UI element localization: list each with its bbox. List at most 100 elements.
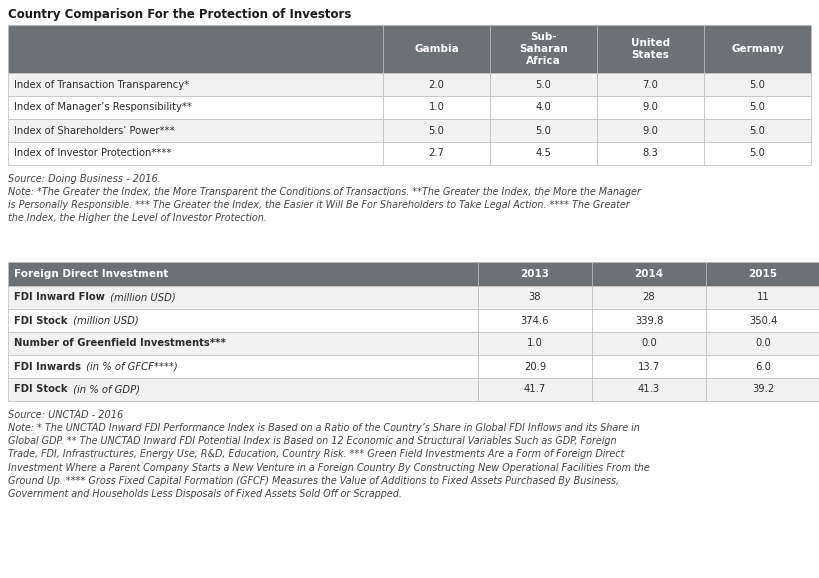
Text: United
States: United States — [631, 38, 670, 60]
Bar — [8, 309, 478, 332]
Text: Index of Investor Protection****: Index of Investor Protection**** — [14, 149, 171, 158]
Bar — [8, 286, 478, 309]
Bar — [704, 73, 811, 96]
Bar — [8, 25, 383, 73]
Text: 9.0: 9.0 — [643, 102, 658, 113]
Bar — [706, 286, 819, 309]
Text: 11: 11 — [757, 292, 769, 302]
Bar — [597, 73, 704, 96]
Bar — [490, 119, 597, 142]
Text: (in % of GDP): (in % of GDP) — [70, 384, 139, 395]
Text: 4.0: 4.0 — [536, 102, 551, 113]
Text: 2.0: 2.0 — [428, 80, 445, 90]
Text: 4.5: 4.5 — [536, 149, 551, 158]
Text: Number of Greenfield Investments***: Number of Greenfield Investments*** — [14, 339, 226, 349]
Bar — [490, 25, 597, 73]
Text: Sub-
Saharan
Africa: Sub- Saharan Africa — [519, 32, 568, 66]
Text: 1.0: 1.0 — [527, 339, 543, 349]
Bar — [704, 119, 811, 142]
Text: 2.7: 2.7 — [428, 149, 445, 158]
Bar — [597, 25, 704, 73]
Bar — [704, 96, 811, 119]
Text: Source: UNCTAD - 2016: Source: UNCTAD - 2016 — [8, 410, 123, 420]
Text: 5.0: 5.0 — [428, 125, 445, 135]
Text: FDI Inward Flow: FDI Inward Flow — [14, 292, 105, 302]
Text: 41.3: 41.3 — [638, 384, 660, 395]
Text: 28: 28 — [643, 292, 655, 302]
Text: 5.0: 5.0 — [749, 102, 766, 113]
Bar — [8, 73, 383, 96]
Text: 374.6: 374.6 — [521, 316, 550, 325]
Bar — [597, 119, 704, 142]
Bar — [490, 96, 597, 119]
Bar — [478, 332, 592, 355]
Text: 1.0: 1.0 — [428, 102, 445, 113]
Bar — [592, 355, 706, 378]
Bar — [478, 378, 592, 401]
Text: 9.0: 9.0 — [643, 125, 658, 135]
Text: 41.7: 41.7 — [524, 384, 546, 395]
Text: Foreign Direct Investment: Foreign Direct Investment — [14, 269, 169, 279]
Text: 339.8: 339.8 — [635, 316, 663, 325]
Bar — [597, 142, 704, 165]
Text: Index of Manager’s Responsibility**: Index of Manager’s Responsibility** — [14, 102, 192, 113]
Bar — [704, 25, 811, 73]
Bar — [478, 309, 592, 332]
Bar — [592, 332, 706, 355]
Bar — [8, 378, 478, 401]
Bar — [478, 286, 592, 309]
Text: FDI Stock: FDI Stock — [14, 384, 67, 395]
Text: 5.0: 5.0 — [749, 149, 766, 158]
Bar — [706, 355, 819, 378]
Bar — [592, 378, 706, 401]
Bar — [8, 332, 478, 355]
Text: 5.0: 5.0 — [749, 80, 766, 90]
Text: 20.9: 20.9 — [524, 361, 546, 372]
Bar — [8, 96, 383, 119]
Bar — [592, 286, 706, 309]
Text: 0.0: 0.0 — [641, 339, 657, 349]
Text: 0.0: 0.0 — [755, 339, 771, 349]
Text: 7.0: 7.0 — [643, 80, 658, 90]
Bar — [706, 262, 819, 286]
Bar — [383, 25, 490, 73]
Bar — [490, 142, 597, 165]
Text: Country Comparison For the Protection of Investors: Country Comparison For the Protection of… — [8, 8, 351, 21]
Text: (million USD): (million USD) — [106, 292, 175, 302]
Bar — [383, 142, 490, 165]
Text: (million USD): (million USD) — [70, 316, 138, 325]
Bar — [704, 142, 811, 165]
Text: 2015: 2015 — [749, 269, 777, 279]
Bar — [706, 378, 819, 401]
Bar — [592, 262, 706, 286]
Bar — [8, 119, 383, 142]
Text: 39.2: 39.2 — [752, 384, 774, 395]
Bar — [706, 332, 819, 355]
Text: 8.3: 8.3 — [643, 149, 658, 158]
Bar — [383, 73, 490, 96]
Bar — [8, 355, 478, 378]
Bar — [383, 96, 490, 119]
Text: 2013: 2013 — [521, 269, 550, 279]
Text: Note: * The UNCTAD Inward FDI Performance Index is Based on a Ratio of the Count: Note: * The UNCTAD Inward FDI Performanc… — [8, 423, 649, 499]
Text: (in % of GFCF****): (in % of GFCF****) — [83, 361, 178, 372]
Bar — [478, 262, 592, 286]
Text: Source: Doing Business - 2016.: Source: Doing Business - 2016. — [8, 174, 161, 184]
Bar — [706, 309, 819, 332]
Text: Gambia: Gambia — [414, 44, 459, 54]
Text: 6.0: 6.0 — [755, 361, 771, 372]
Text: FDI Stock: FDI Stock — [14, 316, 67, 325]
Text: FDI Inwards: FDI Inwards — [14, 361, 81, 372]
Text: Index of Transaction Transparency*: Index of Transaction Transparency* — [14, 80, 189, 90]
Bar — [597, 96, 704, 119]
Bar — [490, 73, 597, 96]
Text: 38: 38 — [529, 292, 541, 302]
Text: 5.0: 5.0 — [536, 125, 551, 135]
Bar — [383, 119, 490, 142]
Text: 350.4: 350.4 — [749, 316, 777, 325]
Bar — [478, 355, 592, 378]
Text: Note: *The Greater the Index, the More Transparent the Conditions of Transaction: Note: *The Greater the Index, the More T… — [8, 187, 641, 224]
Text: 13.7: 13.7 — [638, 361, 660, 372]
Bar — [592, 309, 706, 332]
Text: 2014: 2014 — [635, 269, 663, 279]
